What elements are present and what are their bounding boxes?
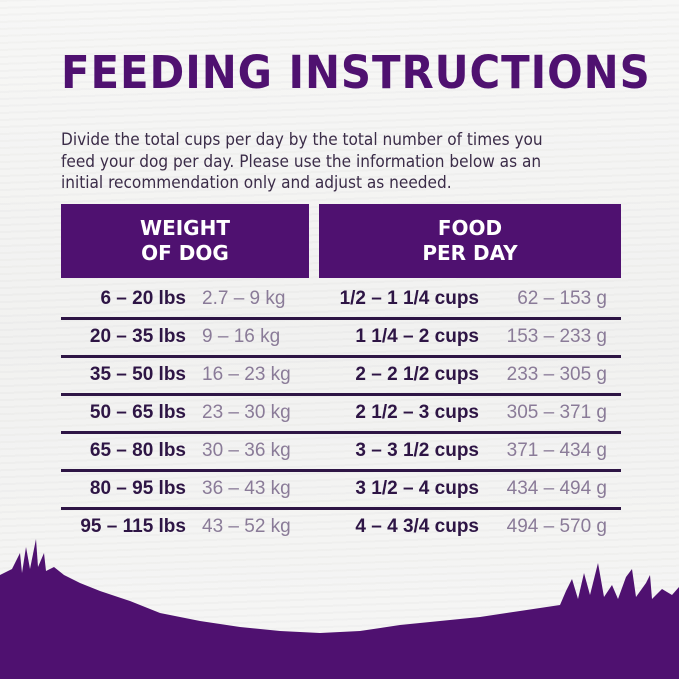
intro-line: feed your dog per day. Please use the in…	[61, 151, 542, 171]
cell-cups: 1/2 – 1 1/4 cups	[339, 288, 479, 309]
cell-g: 305 – 371 g	[506, 402, 607, 423]
table-row: 6 – 20 lbs 2.7 – 9 kg 1/2 – 1 1/4 cups 62 –…	[61, 282, 621, 320]
weight-header-line: OF DOG	[141, 241, 229, 265]
cell-lbs: 20 – 35 lbs	[89, 326, 186, 347]
table-row: 80 – 95 lbs 36 – 43 kg 3 1/2 – 4 cups 434 –…	[61, 472, 621, 510]
cell-cups: 4 – 4 3/4 cups	[355, 516, 479, 537]
weight-header: WEIGHT OF DOG	[61, 204, 309, 278]
cell-g: 62 – 153 g	[517, 288, 607, 309]
intro-line: Divide the total cups per day by the tot…	[61, 130, 543, 149]
cell-cups: 2 – 2 1/2 cups	[355, 364, 479, 385]
table-row: 35 – 50 lbs 16 – 23 kg 2 – 2 1/2 cups 233 –…	[61, 358, 621, 396]
cell-lbs: 35 – 50 lbs	[89, 364, 186, 385]
table-row: 50 – 65 lbs 23 – 30 kg 2 1/2 – 3 cups 305 –…	[61, 396, 621, 434]
cell-lbs: 6 – 20 lbs	[100, 288, 186, 309]
cell-kg: 23 – 30 kg	[202, 402, 291, 423]
cell-g: 494 – 570 g	[506, 516, 607, 537]
table-row: 65 – 80 lbs 30 – 36 kg 3 – 3 1/2 cups 371 –…	[61, 434, 621, 472]
intro-text: Divide the total cups per day by the tot…	[61, 129, 656, 194]
cell-lbs: 95 – 115 lbs	[80, 516, 186, 537]
food-header-line: FOOD	[437, 216, 503, 240]
cell-cups: 3 1/2 – 4 cups	[355, 478, 479, 499]
cell-kg: 9 – 16 kg	[202, 326, 281, 347]
cell-lbs: 80 – 95 lbs	[89, 478, 186, 499]
page-title: FEEDING INSTRUCTIONS	[61, 46, 651, 99]
cell-kg: 2.7 – 9 kg	[202, 288, 286, 309]
intro-line: initial recommendation only and adjust a…	[61, 173, 452, 192]
cell-g: 371 – 434 g	[506, 440, 607, 461]
food-header-line: PER DAY	[422, 241, 518, 265]
cell-g: 434 – 494 g	[506, 478, 607, 499]
cell-cups: 1 1/4 – 2 cups	[355, 326, 479, 347]
table-row: 95 – 115 lbs 43 – 52 kg 4 – 4 3/4 cups 494 …	[61, 510, 621, 548]
cell-lbs: 65 – 80 lbs	[89, 440, 186, 461]
cell-kg: 16 – 23 kg	[202, 364, 291, 385]
cell-kg: 30 – 36 kg	[202, 440, 291, 461]
cell-cups: 3 – 3 1/2 cups	[355, 440, 479, 461]
cell-lbs: 50 – 65 lbs	[89, 402, 186, 423]
cell-kg: 43 – 52 kg	[202, 516, 291, 537]
cell-cups: 2 1/2 – 3 cups	[355, 402, 479, 423]
table-row: 20 – 35 lbs 9 – 16 kg 1 1/4 – 2 cups 153 – …	[61, 320, 621, 358]
weight-header-line: WEIGHT	[140, 216, 230, 240]
food-header: FOOD PER DAY	[319, 204, 621, 278]
cell-g: 153 – 233 g	[506, 326, 607, 347]
cell-g: 233 – 305 g	[506, 364, 607, 385]
grass-silhouette	[0, 539, 679, 679]
cell-kg: 36 – 43 kg	[202, 478, 291, 499]
